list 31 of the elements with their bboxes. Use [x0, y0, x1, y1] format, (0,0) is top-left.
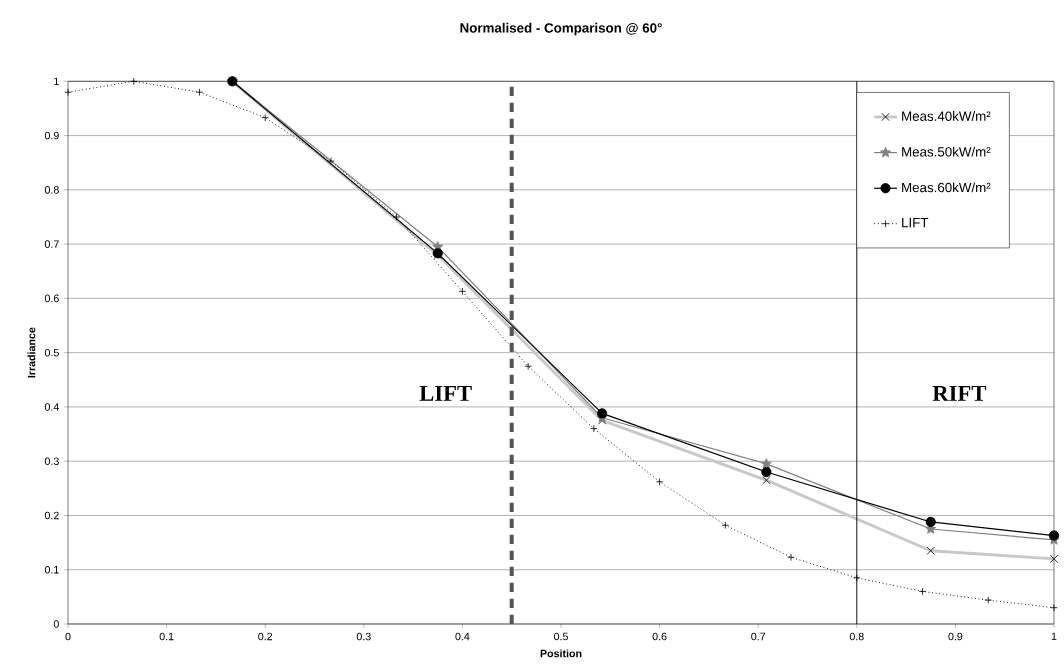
legend-label: LIFT — [902, 218, 929, 228]
legend-label: Meas.50kW/m² — [902, 146, 991, 157]
x-tick-label: 0.1 — [159, 632, 174, 641]
y-tick-label: 0.5 — [44, 348, 59, 357]
x-tick-label: 0.9 — [948, 632, 963, 641]
y-tick-label: 0.9 — [44, 131, 59, 140]
y-tick-label: 0.3 — [44, 457, 59, 465]
y-tick-label: 0.7 — [44, 240, 59, 248]
y-tick-label: 0.6 — [44, 294, 59, 303]
legend-label: Meas.60kW/m² — [902, 182, 991, 193]
x-tick-label: 0 — [65, 632, 71, 641]
x-tick-label: 0.7 — [751, 632, 766, 641]
y-tick-label: 0.2 — [44, 511, 59, 520]
annotation: LIFT — [419, 385, 472, 401]
x-axis-title: Position — [540, 649, 582, 658]
chart-title: Normalised - Comparison @ 60° — [460, 22, 662, 36]
y-tick-label: 1 — [54, 77, 59, 85]
x-tick-label: 0.3 — [356, 632, 371, 641]
x-tick-label: 0.5 — [554, 632, 568, 641]
y-axis-title: Irradiance — [27, 327, 36, 378]
y-tick-label: 0.1 — [44, 565, 59, 574]
x-tick-label: 0.8 — [849, 632, 864, 641]
y-tick-label: 0 — [53, 620, 59, 628]
y-tick-label: 0.4 — [44, 403, 59, 411]
annotation: RIFT — [932, 385, 987, 401]
x-tick-label: 0.4 — [455, 632, 470, 641]
legend-label: Meas.40kW/m² — [902, 111, 991, 121]
x-tick-label: 0.6 — [652, 632, 667, 641]
x-tick-label: 0.2 — [258, 632, 273, 641]
x-tick-label: 1 — [1051, 632, 1057, 641]
y-tick-label: 0.8 — [44, 186, 59, 194]
